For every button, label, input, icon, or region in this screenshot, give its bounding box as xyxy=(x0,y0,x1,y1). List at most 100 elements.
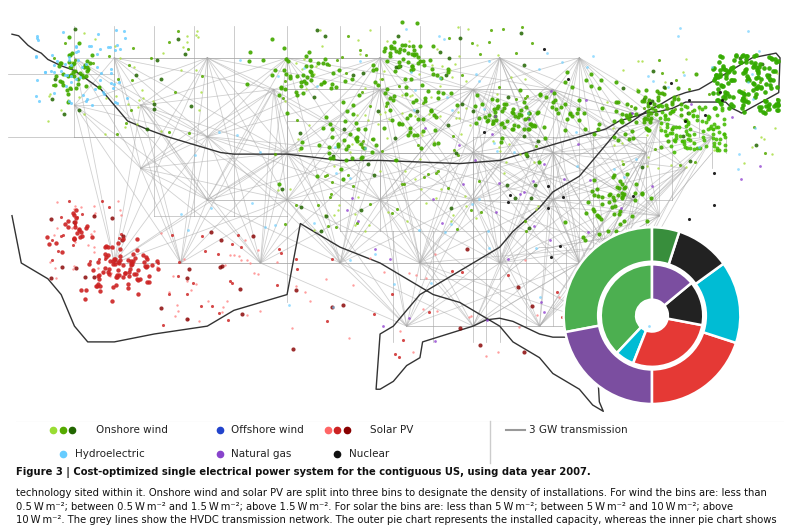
Point xyxy=(760,102,773,110)
Point xyxy=(402,269,415,277)
Point xyxy=(508,112,521,120)
Point xyxy=(772,106,785,114)
Point xyxy=(668,105,681,113)
Point xyxy=(389,134,402,143)
Point xyxy=(396,41,409,49)
Point xyxy=(578,257,591,266)
Point xyxy=(615,118,628,127)
Point xyxy=(594,353,606,361)
Point xyxy=(106,214,119,222)
Point xyxy=(758,108,771,117)
Point xyxy=(290,59,302,67)
Point xyxy=(30,32,43,41)
Point xyxy=(394,327,406,335)
Point xyxy=(666,125,678,134)
Point xyxy=(543,236,556,244)
Point xyxy=(416,115,429,123)
Point xyxy=(40,232,53,241)
Point xyxy=(610,107,622,115)
Point xyxy=(204,228,217,236)
Point xyxy=(47,54,60,62)
Point xyxy=(402,49,414,58)
Point xyxy=(732,86,745,95)
Point xyxy=(62,51,75,59)
Point xyxy=(171,35,184,43)
Point xyxy=(269,221,282,229)
Point xyxy=(103,265,116,273)
Point xyxy=(182,226,194,235)
Point xyxy=(620,274,633,282)
Point xyxy=(97,268,110,276)
Point xyxy=(298,288,311,297)
Point xyxy=(750,74,762,83)
Point xyxy=(233,251,246,260)
Point xyxy=(55,67,68,75)
Point xyxy=(39,67,52,76)
Point xyxy=(665,78,678,87)
Point xyxy=(300,78,313,87)
Point xyxy=(655,143,668,151)
Point xyxy=(376,75,389,83)
Point xyxy=(218,260,231,269)
Point xyxy=(586,187,598,195)
Point xyxy=(69,222,82,231)
Point xyxy=(97,269,110,277)
Point xyxy=(643,126,656,134)
Point xyxy=(426,70,439,78)
Point xyxy=(707,76,720,85)
Point xyxy=(432,139,445,147)
Point xyxy=(387,38,400,46)
Point xyxy=(278,85,291,93)
Point xyxy=(84,229,97,238)
Point xyxy=(155,304,168,312)
Point xyxy=(670,76,682,84)
Point xyxy=(655,69,668,77)
Point xyxy=(38,68,51,76)
Point xyxy=(322,143,335,151)
Point xyxy=(410,19,423,27)
Point xyxy=(486,117,499,125)
Point xyxy=(324,84,337,92)
Point xyxy=(367,310,380,319)
Point xyxy=(390,47,402,56)
Point xyxy=(732,150,745,158)
Point xyxy=(349,119,362,127)
Point xyxy=(714,135,726,143)
Point xyxy=(635,190,648,198)
Point xyxy=(62,58,75,67)
Point xyxy=(118,123,131,131)
Point xyxy=(641,125,654,134)
Point xyxy=(310,172,323,180)
Point xyxy=(125,106,138,114)
Point xyxy=(587,176,600,184)
Point xyxy=(511,113,524,121)
Point xyxy=(180,277,193,286)
Point xyxy=(286,345,299,353)
Point xyxy=(659,112,672,120)
Point xyxy=(706,125,719,133)
Point xyxy=(430,194,442,203)
Point xyxy=(102,270,115,278)
Point xyxy=(459,104,472,113)
Point xyxy=(281,109,294,117)
Point xyxy=(762,73,775,82)
Point xyxy=(532,108,545,116)
Point xyxy=(64,85,77,93)
Point xyxy=(723,92,736,100)
Point xyxy=(370,64,382,73)
Point xyxy=(702,115,714,124)
Point xyxy=(481,316,494,324)
Point xyxy=(271,258,284,267)
Point xyxy=(668,95,681,103)
Point xyxy=(552,108,565,117)
Point xyxy=(416,57,429,65)
Point xyxy=(332,201,345,209)
Point xyxy=(370,141,382,149)
Point xyxy=(82,65,94,73)
Point xyxy=(595,215,608,223)
Point xyxy=(174,65,187,74)
Point xyxy=(388,92,401,100)
Point xyxy=(366,135,378,143)
Point xyxy=(654,126,667,134)
Point xyxy=(586,205,599,213)
